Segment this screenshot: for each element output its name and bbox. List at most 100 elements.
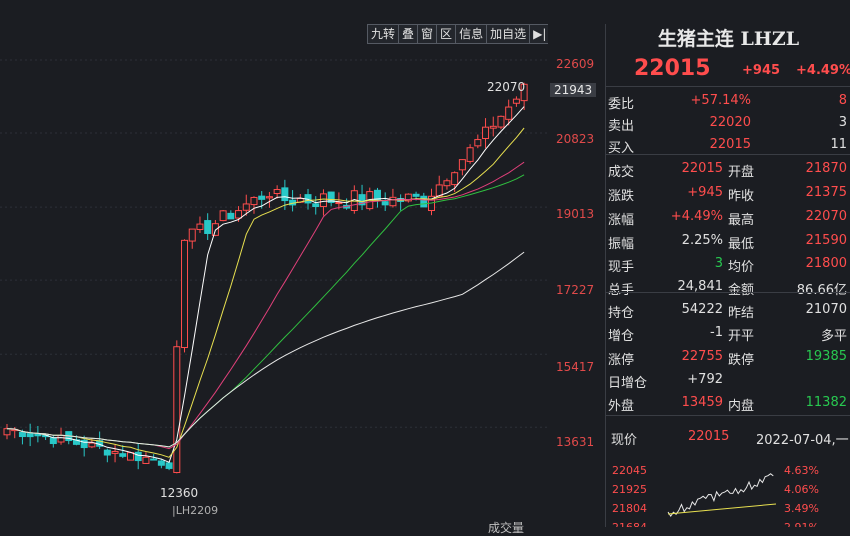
candle	[3, 428, 11, 436]
candle	[57, 434, 65, 443]
candle	[381, 201, 389, 206]
candle	[273, 189, 281, 195]
candle	[319, 193, 327, 208]
quote-v2: 21870	[805, 161, 847, 176]
candlestick-plot[interactable]	[0, 24, 548, 527]
candle	[111, 450, 119, 454]
range-button[interactable]: 区	[436, 24, 457, 44]
intraday-line	[667, 473, 774, 517]
candle	[103, 449, 111, 456]
candle	[520, 83, 528, 102]
quote-v1: 2.25%	[681, 233, 723, 248]
mini-price-tick: 21804	[612, 502, 647, 515]
quote-l2: 跌停	[728, 353, 755, 368]
quote-l2: 昨收	[728, 189, 755, 204]
intraday-mini-chart[interactable]: 22045 4.63% 21925 4.06% 21804 3.49% 21684 2.91%	[606, 464, 850, 534]
quote-l2: 最低	[728, 237, 755, 252]
instrument-title: 生猪主连 LHZL	[657, 28, 800, 50]
last-price: 22015	[634, 56, 711, 81]
ma60-line	[6, 174, 525, 448]
avg-price-line	[667, 503, 777, 515]
divider	[606, 415, 850, 416]
add-watchlist-button[interactable]: 加自选	[486, 24, 531, 44]
quote-l1: 卖出	[608, 119, 635, 134]
quote-l1: 总手	[608, 283, 635, 298]
candle	[258, 195, 266, 200]
quote-v1: 13459	[681, 395, 723, 410]
quote-v1: 22015	[709, 137, 751, 152]
quote-row: 委比 +57.14% 8	[606, 90, 850, 113]
candle	[173, 346, 181, 474]
candle	[505, 106, 513, 120]
collapse-panel-icon[interactable]: ▶|	[529, 24, 551, 44]
divider	[606, 86, 850, 87]
mini-pct-tick: 2.91%	[784, 521, 819, 527]
candle	[196, 223, 204, 230]
quote-date: 2022-07-04,一	[756, 433, 849, 448]
overlay-button[interactable]: 叠	[398, 24, 419, 44]
candle	[227, 212, 235, 220]
quote-l1: 委比	[608, 97, 635, 112]
candle	[420, 195, 428, 208]
candle	[88, 442, 96, 448]
price-tick: 17227	[556, 283, 595, 297]
mini-price-tick: 21684	[612, 521, 647, 527]
candle	[404, 193, 412, 202]
candle	[412, 193, 420, 197]
divider	[606, 292, 850, 293]
quote-row: 增仓 -1 开平 多平	[606, 322, 850, 345]
kline-chart[interactable]: 22070 12360 |LH2209 成交量	[0, 24, 548, 535]
quote-row: 总手 24,841 金额 86.66亿	[606, 276, 850, 299]
candle	[219, 210, 227, 222]
quote-l1: 成交	[608, 165, 635, 180]
candle	[242, 203, 250, 211]
candle	[150, 458, 158, 461]
quote-v1: 24,841	[677, 279, 724, 294]
mini-pct-tick: 3.49%	[784, 502, 819, 515]
candle	[335, 202, 343, 205]
quote-v2: 21070	[805, 302, 847, 317]
ma10-line	[6, 127, 525, 458]
candle	[119, 453, 127, 457]
quote-l1: 涨停	[608, 353, 635, 368]
quote-row: 卖出 22020 3	[606, 112, 850, 135]
nine-turn-button[interactable]: 九转	[367, 24, 400, 44]
candle	[458, 159, 466, 171]
quote-l1: 持仓	[608, 306, 635, 321]
price-tick: 13631	[556, 435, 595, 449]
price-change-pct: +4.49%	[796, 63, 850, 78]
quote-v2: 22070	[805, 209, 847, 224]
candle	[134, 451, 142, 462]
info-button[interactable]: 信息	[455, 24, 488, 44]
candle	[312, 203, 320, 208]
quote-l1: 日增仓	[608, 376, 648, 391]
candle	[165, 462, 173, 469]
candle	[512, 98, 520, 104]
quote-v1: 22015	[681, 161, 723, 176]
ma120-line	[6, 251, 525, 448]
price-axis: 22609 21943 20823 19013 17227 15417 1363…	[548, 24, 605, 527]
candle	[497, 115, 505, 128]
contract-label: |LH2209	[172, 504, 219, 517]
quote-v1: 22020	[709, 115, 751, 130]
ma20-line	[6, 161, 525, 450]
window-button[interactable]: 窗	[417, 24, 438, 44]
quote-v1: +792	[687, 372, 723, 387]
candle	[443, 180, 451, 187]
low-annotation: 12360	[160, 486, 199, 500]
quote-v1: -1	[710, 325, 723, 340]
quote-v2: 11382	[805, 395, 847, 410]
mini-pct-tick: 4.63%	[784, 464, 819, 477]
quote-row: 现手 3 均价 21800	[606, 253, 850, 276]
quote-v2: 86.66亿	[796, 283, 847, 298]
quote-row: 持仓 54222 昨结 21070	[606, 299, 850, 322]
quote-l2: 金额	[728, 283, 755, 298]
chart-toolbar: 九转 叠 窗 区 信息 加自选 ▶|	[367, 24, 551, 44]
candle	[358, 194, 366, 206]
candle	[80, 439, 88, 449]
quote-row: 日增仓 +792	[606, 369, 850, 392]
price-tick: 19013	[556, 207, 595, 221]
quote-panel: 生猪主连 LHZL 22015 +945 +4.49% 委比 +57.14% 8 卖出…	[605, 24, 850, 534]
candle	[265, 196, 273, 199]
quote-l2: 开平	[728, 329, 755, 344]
